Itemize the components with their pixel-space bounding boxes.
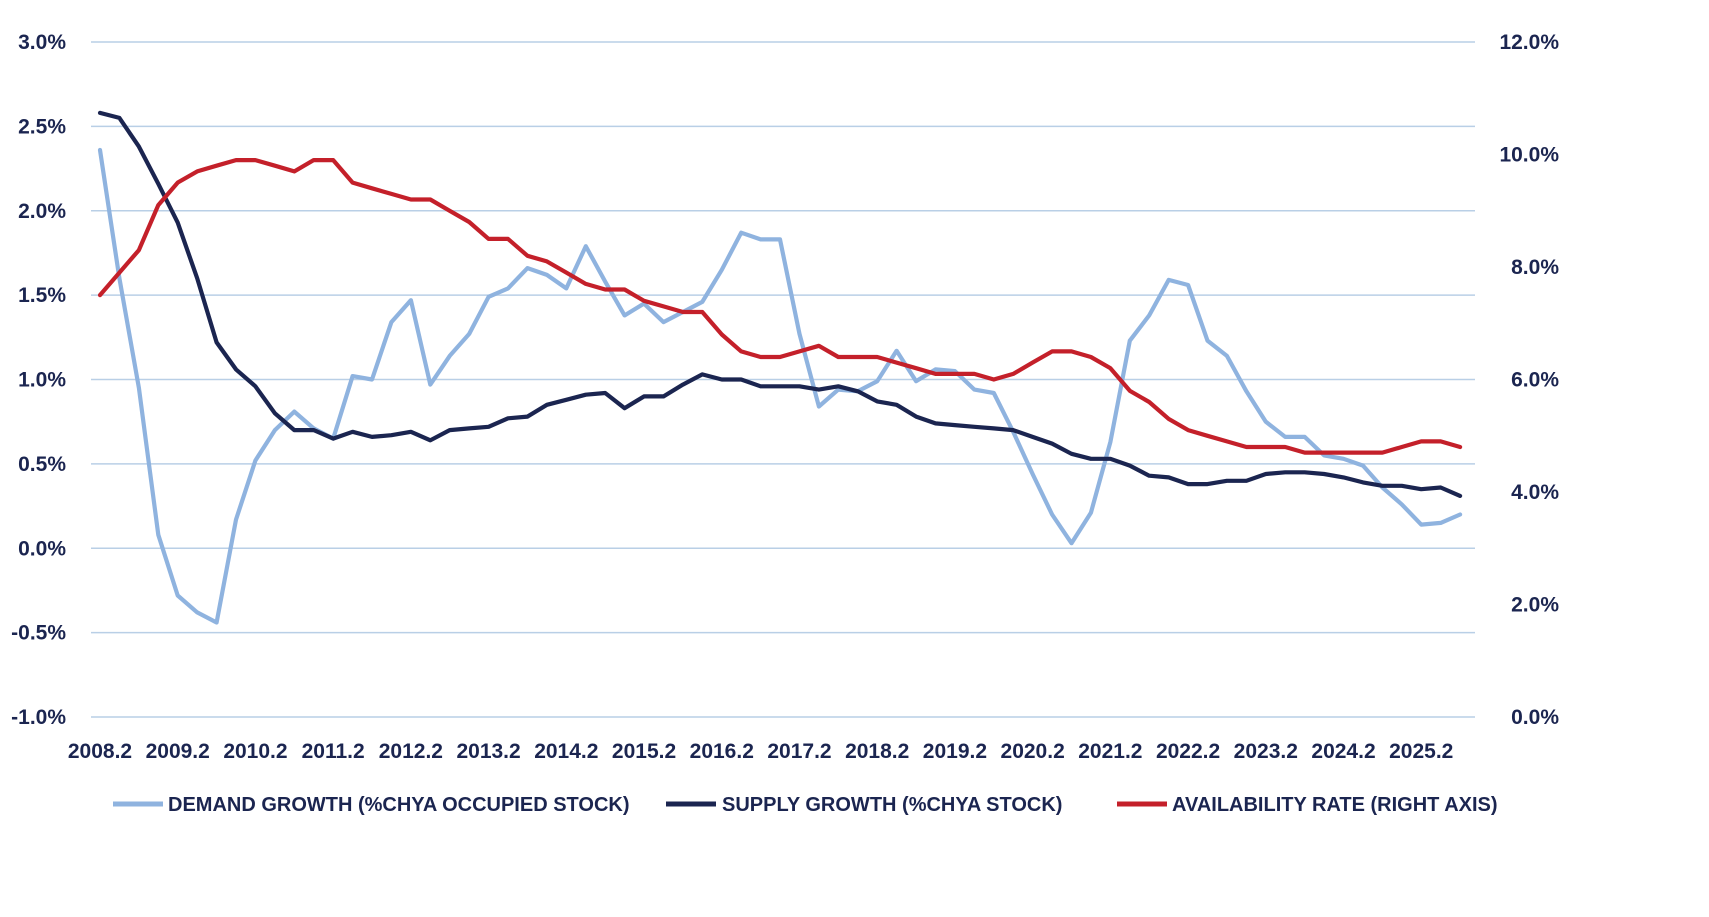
- x-axis-tick-label: 2016.2: [690, 740, 754, 763]
- x-axis-tick-label: 2018.2: [845, 740, 909, 763]
- legend-label: AVAILABILITY RATE (RIGHT AXIS): [1172, 794, 1498, 816]
- left-axis-tick-label: 0.5%: [18, 453, 66, 476]
- series-line-3: [97, 158, 1463, 455]
- right-axis-tick-label: 12.0%: [1499, 31, 1559, 54]
- legend: DEMAND GROWTH (%CHYA OCCUPIED STOCK) SUPP…: [113, 794, 1498, 816]
- gridlines: [91, 41, 1475, 718]
- left-axis-tick-label: 0.0%: [18, 537, 66, 560]
- x-axis-tick-labels: 2008.2 2009.2 2010.2 2011.2 2012.2 2013.2 2014…: [68, 740, 1453, 763]
- x-axis-tick-label: 2012.2: [379, 740, 443, 763]
- right-axis-tick-label: 4.0%: [1511, 481, 1559, 504]
- left-axis-tick-labels: 3.0% 2.5% 2.0% 1.5% 1.0% 0.5% 0.0% -0.5% -1.0%: [11, 31, 66, 729]
- legend-label: DEMAND GROWTH (%CHYA OCCUPIED STOCK): [168, 794, 630, 816]
- left-axis-tick-label: 1.0%: [18, 369, 66, 392]
- left-axis-tick-label: 2.0%: [18, 200, 66, 223]
- x-axis-tick-label: 2020.2: [1001, 740, 1065, 763]
- x-axis-tick-label: 2023.2: [1234, 740, 1298, 763]
- x-axis-tick-label: 2024.2: [1311, 740, 1375, 763]
- left-axis-tick-label: 3.0%: [18, 31, 66, 54]
- x-axis-tick-label: 2011.2: [302, 740, 365, 763]
- x-axis-tick-label: 2021.2: [1078, 740, 1142, 763]
- x-axis-tick-label: 2019.2: [923, 740, 987, 763]
- x-axis-tick-label: 2009.2: [146, 740, 210, 763]
- x-axis-tick-label: 2022.2: [1156, 740, 1220, 763]
- left-axis-tick-label: 2.5%: [18, 115, 66, 138]
- left-axis-tick-label: -1.0%: [11, 706, 66, 729]
- x-axis-tick-label: 2010.2: [223, 740, 287, 763]
- right-axis-tick-label: 8.0%: [1511, 256, 1559, 279]
- right-axis-tick-label: 2.0%: [1511, 594, 1559, 617]
- series-line-2: [97, 110, 1463, 498]
- x-axis-tick-label: 2014.2: [534, 740, 598, 763]
- x-axis-tick-label: 2017.2: [767, 740, 831, 763]
- legend-label: SUPPLY GROWTH (%CHYA STOCK): [722, 794, 1062, 816]
- x-axis-tick-label: 2013.2: [456, 740, 520, 763]
- right-axis-tick-label: 10.0%: [1499, 144, 1559, 167]
- x-axis-tick-label: 2025.2: [1389, 740, 1453, 763]
- right-axis-tick-labels: 12.0% 10.0% 8.0% 6.0% 4.0% 2.0% 0.0%: [1499, 31, 1559, 729]
- series-lines: [97, 110, 1463, 625]
- x-axis-tick-label: 2008.2: [68, 740, 132, 763]
- x-axis-tick-label: 2015.2: [612, 740, 676, 763]
- left-axis-tick-label: 1.5%: [18, 284, 66, 307]
- right-axis-tick-label: 6.0%: [1511, 369, 1559, 392]
- right-axis-tick-label: 0.0%: [1511, 706, 1559, 729]
- left-axis-tick-label: -0.5%: [11, 622, 66, 645]
